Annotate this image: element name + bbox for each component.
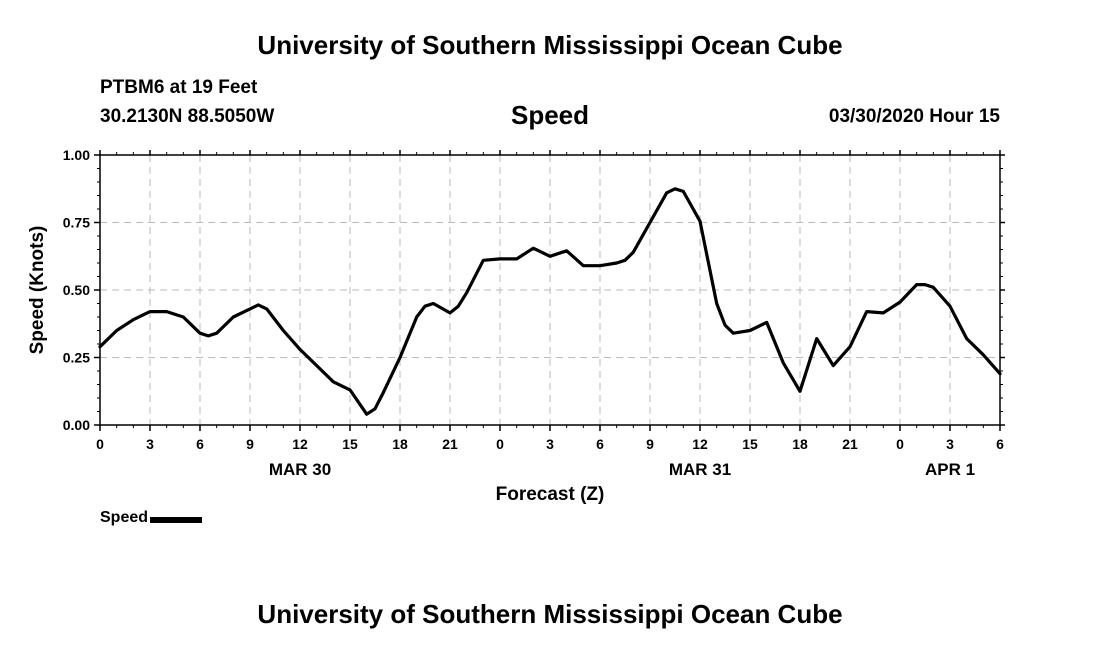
x-tick-label: 21 — [842, 436, 858, 452]
legend-label: Speed — [100, 509, 149, 526]
footer-title: University of Southern Mississippi Ocean… — [257, 599, 843, 629]
x-tick-label: 18 — [392, 436, 408, 452]
y-tick-label: 0.75 — [63, 215, 90, 231]
date-label: APR 1 — [925, 460, 975, 479]
x-tick-label: 18 — [792, 436, 808, 452]
x-tick-label: 3 — [946, 436, 954, 452]
x-tick-label: 0 — [96, 436, 104, 452]
x-tick-label: 0 — [496, 436, 504, 452]
x-axis-label: Forecast (Z) — [496, 484, 605, 505]
plot-frame — [99, 154, 1001, 426]
x-tick-label: 9 — [246, 436, 254, 452]
date-label: 03/30/2020 Hour 15 — [828, 106, 1000, 127]
legend: Speed — [100, 509, 203, 527]
x-tick-label: 12 — [292, 436, 308, 452]
y-axis-label: Speed (Knots) — [27, 226, 48, 355]
x-tick-label: 21 — [442, 436, 458, 452]
x-tick-label: 3 — [146, 436, 154, 452]
x-tick-label: 6 — [196, 436, 204, 452]
station-label: PTBM6 at 19 Feet — [100, 77, 258, 98]
y-tick-label: 0.00 — [63, 417, 90, 433]
header-title: University of Southern Mississippi Ocean… — [257, 30, 843, 60]
legend-swatch — [150, 516, 203, 523]
x-tick-label: 6 — [996, 436, 1004, 452]
x-tick-label: 15 — [342, 436, 358, 452]
x-tick-label: 3 — [546, 436, 554, 452]
y-tick-label: 0.25 — [63, 350, 90, 366]
chart-title: Speed — [510, 100, 590, 130]
x-tick-label: 12 — [692, 436, 708, 452]
x-tick-label: 0 — [896, 436, 904, 452]
series-line-speed — [98, 187, 1002, 416]
date-label: MAR 30 — [269, 460, 331, 479]
y-tick-label: 0.50 — [63, 282, 90, 298]
date-label: MAR 31 — [669, 460, 731, 479]
x-tick-label: 6 — [596, 436, 604, 452]
y-tick-label: 1.00 — [63, 147, 90, 163]
x-tick-label: 15 — [742, 436, 758, 452]
coordinates-label: 30.2130N 88.5050W — [100, 106, 275, 127]
x-tick-label: 9 — [646, 436, 654, 452]
